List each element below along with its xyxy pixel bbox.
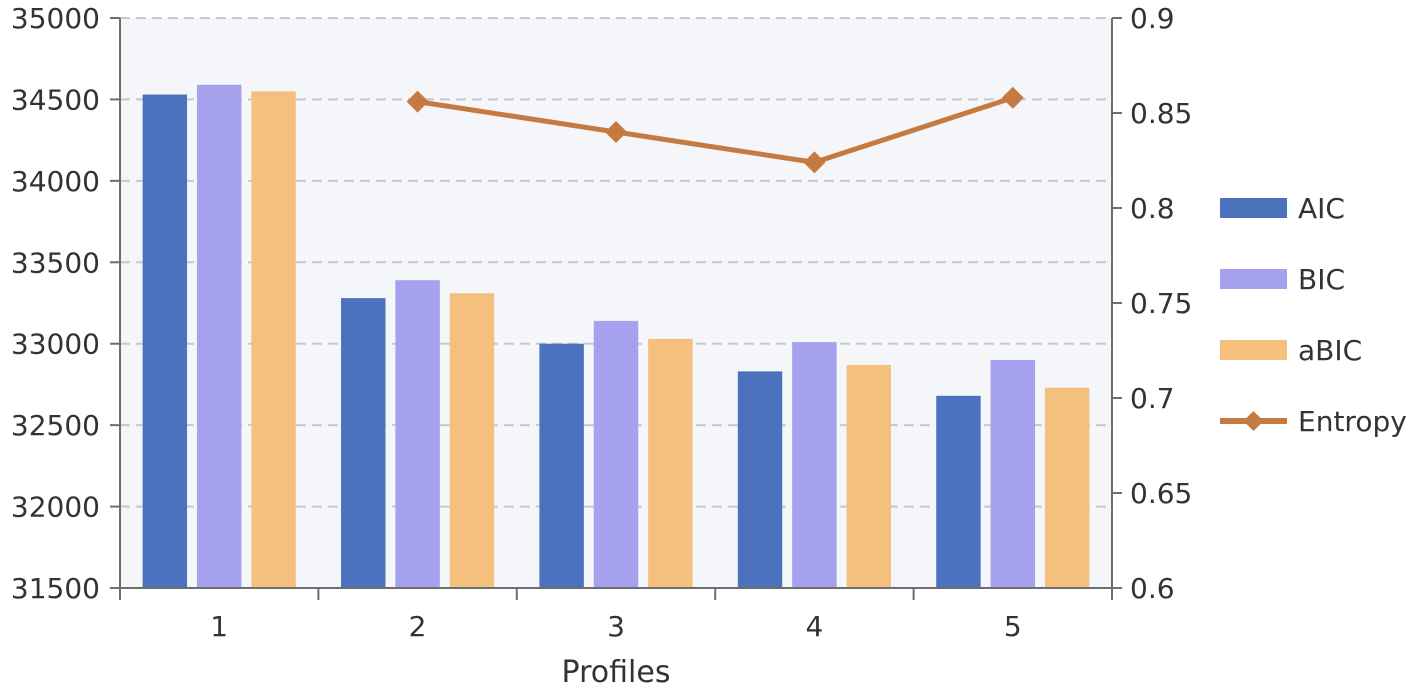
y-left-tick-label: 33000	[11, 328, 100, 361]
y-right-tick-label: 0.8	[1130, 192, 1175, 225]
x-tick-label: 5	[1004, 610, 1022, 643]
bar-bic	[990, 360, 1036, 588]
legend-swatch-aic	[1220, 198, 1287, 218]
legend: AIC BIC aBIC Entropy	[1220, 192, 1407, 438]
legend-label-aic: AIC	[1298, 192, 1345, 225]
point-entropy	[406, 90, 429, 113]
y-left-tick-label: 35000	[11, 2, 100, 35]
y-left-tick-label: 34000	[11, 165, 100, 198]
bar-abic	[846, 364, 891, 588]
bar-bic	[792, 342, 837, 588]
x-tick-label: 4	[805, 610, 823, 643]
y-left-tick-label: 33500	[11, 246, 100, 279]
legend-label-bic: BIC	[1298, 263, 1345, 296]
bars	[142, 84, 1090, 589]
bar-abic	[449, 293, 495, 588]
point-entropy	[605, 121, 627, 143]
bar-abic	[648, 338, 693, 588]
y-right-tick-label: 0.7	[1130, 382, 1175, 415]
y-right-tick-label: 0.65	[1130, 477, 1192, 510]
bar-bic	[395, 280, 440, 588]
bar-bic	[196, 84, 242, 589]
bar-aic	[539, 343, 584, 588]
legend-marker-entropy	[1243, 411, 1264, 431]
point-entropy	[803, 151, 826, 174]
entropy-line-layer	[406, 86, 1024, 174]
bar-bic	[593, 320, 639, 588]
bar-abic	[1044, 387, 1090, 588]
y-right-tick-label: 0.85	[1130, 97, 1192, 130]
y-right-tick-label: 0.75	[1130, 287, 1192, 320]
legend-swatch-abic	[1220, 340, 1287, 360]
y-left-tick-label: 32500	[11, 409, 100, 442]
tick-labels: 31500 32000 32500 33000 33500 34000 34500 35000…	[11, 2, 1192, 643]
bar-aic	[936, 395, 981, 588]
legend-label-abic: aBIC	[1298, 334, 1362, 367]
point-entropy	[1001, 86, 1024, 109]
legend-swatch-bic	[1220, 269, 1287, 289]
line-entropy	[417, 95, 1014, 165]
bar-aic	[142, 94, 188, 589]
y-right-tick-label: 0.6	[1130, 572, 1175, 605]
x-tick-label: 3	[607, 610, 625, 643]
y-right-tick-label: 0.9	[1130, 2, 1175, 35]
x-axis-title: Profiles	[562, 655, 671, 690]
x-tick-label: 1	[210, 610, 228, 643]
bar-aic	[341, 298, 386, 588]
y-left-tick-label: 32000	[11, 491, 100, 524]
legend-label-entropy: Entropy	[1298, 405, 1407, 438]
x-tick-label: 2	[409, 610, 427, 643]
y-left-tick-label: 31500	[11, 572, 100, 605]
axes	[110, 17, 1122, 600]
bar-aic	[737, 371, 783, 588]
bar-abic	[251, 91, 296, 589]
y-left-tick-label: 34500	[11, 83, 100, 116]
